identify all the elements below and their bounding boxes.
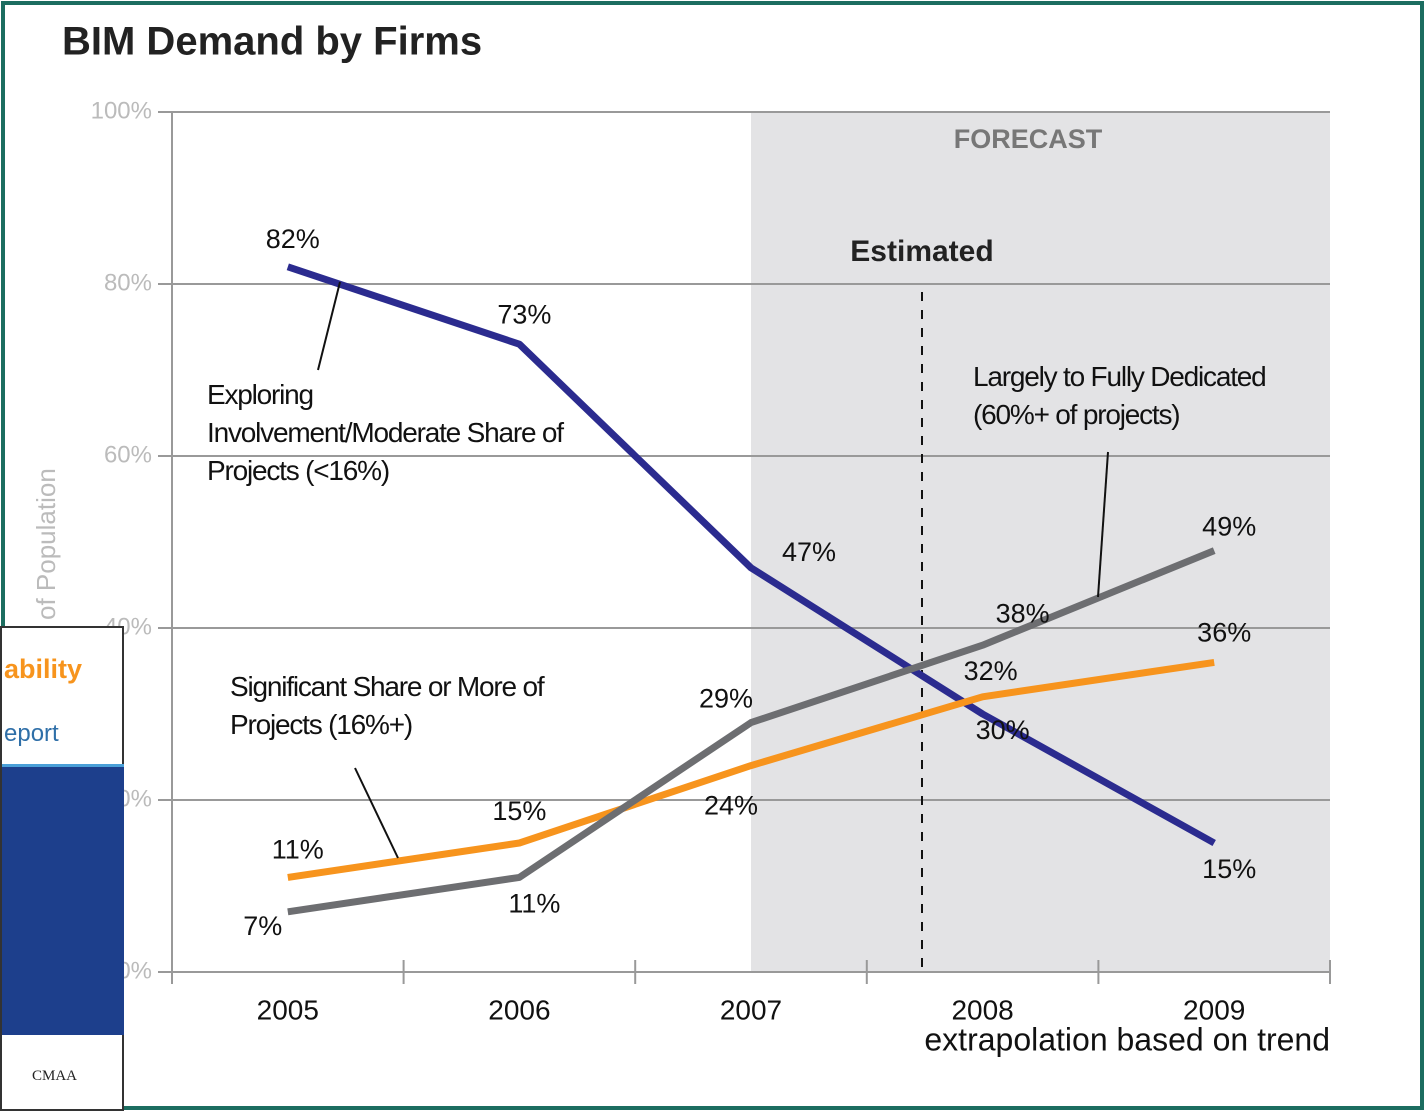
y-axis-label: of Population [31,468,61,620]
data-label: 15% [1202,854,1256,884]
chart: BIM Demand by Firms of Population FORECA… [0,0,1425,1111]
data-label: 15% [492,796,546,826]
forecast-region [751,112,1330,972]
data-label: 36% [1197,618,1251,648]
data-label: 11% [272,835,324,865]
y-tick-label: 80% [104,269,152,296]
x-tick-label: 2005 [257,994,319,1025]
series-name: Exploring Involvement/Moderate Share of … [207,376,567,490]
data-label: 24% [704,791,758,821]
series-name: Largely to Fully Dedicated (60%+ of proj… [973,358,1333,434]
data-label: 32% [964,656,1018,686]
report-thumbnail: ability eport CMAA [0,626,124,1111]
y-tick-label: 100% [91,97,152,124]
thumb-text: ability [4,654,82,685]
forecast-label: FORECAST [954,124,1103,154]
leader-line [318,282,340,370]
data-label: 11% [508,889,560,919]
y-tick-label: 60% [104,441,152,468]
chart-title: BIM Demand by Firms [62,20,482,64]
leader-line [355,768,398,858]
estimated-label: Estimated [850,235,993,268]
data-label: 73% [497,299,551,329]
data-label: 82% [266,224,320,254]
thumb-text: eport [4,720,59,748]
x-note: extrapolation based on trend [924,1021,1330,1057]
data-label: 30% [976,715,1030,745]
series-name: Significant Share or More of Projects (1… [230,668,630,744]
data-label: 47% [782,537,836,567]
data-label: 49% [1202,512,1256,542]
data-label: 7% [243,911,282,941]
data-label: 29% [699,684,753,714]
thumb-image [2,764,124,1035]
data-label: 38% [996,598,1050,628]
page: BIM Demand by Firms of Population FORECA… [0,0,1425,1111]
x-tick-label: 2007 [720,994,782,1025]
x-tick-label: 2006 [488,994,550,1025]
thumb-text: CMAA [32,1068,77,1085]
